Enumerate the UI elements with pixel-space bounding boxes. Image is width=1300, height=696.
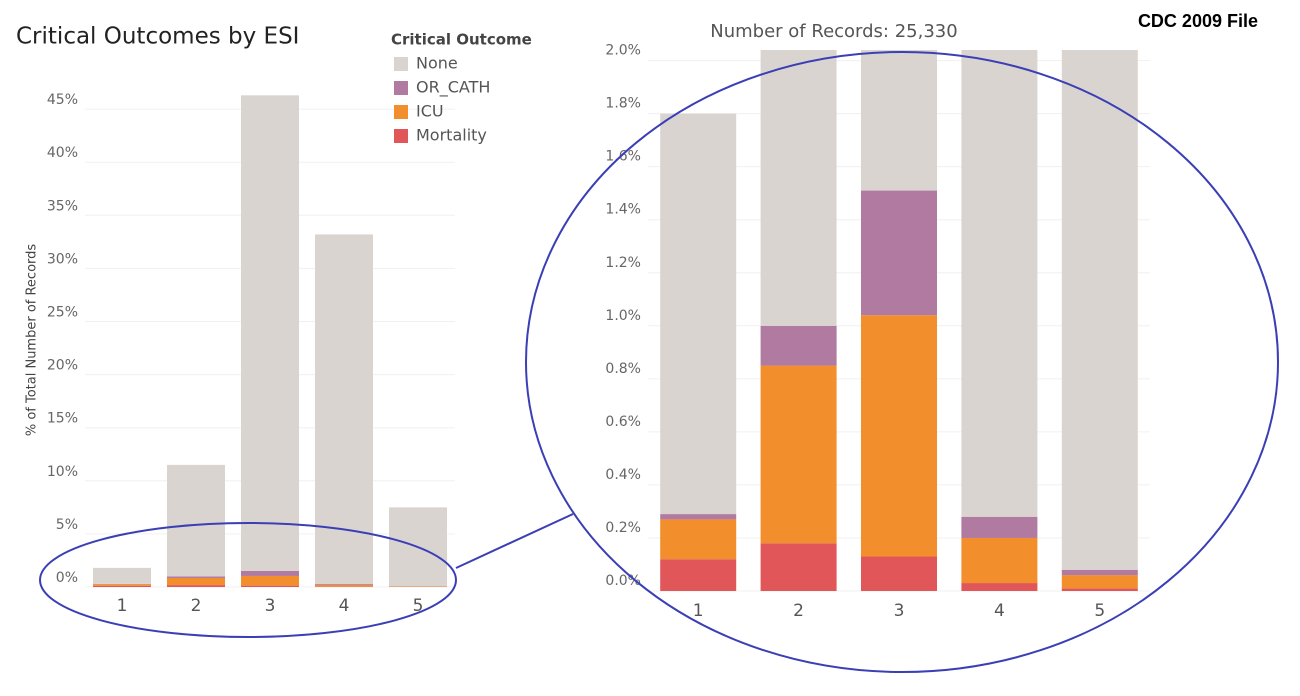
bar-segment bbox=[660, 113, 737, 515]
bar-segment bbox=[861, 315, 937, 557]
bar-segment bbox=[660, 519, 737, 560]
bar-segment bbox=[760, 365, 837, 544]
bar-segment bbox=[1061, 575, 1138, 589]
legend-swatch bbox=[394, 57, 408, 71]
bar-segment bbox=[93, 567, 151, 584]
bar-segment bbox=[1061, 50, 1138, 570]
y-tick-label: 35% bbox=[47, 198, 78, 214]
bar-segment bbox=[241, 570, 299, 576]
y-tick-label: 0.4% bbox=[605, 467, 641, 483]
legend-swatch bbox=[394, 105, 408, 119]
bar-segment bbox=[93, 584, 151, 586]
legend-label: None bbox=[416, 54, 458, 73]
bar-segment bbox=[315, 234, 373, 585]
y-tick-label: 1.8% bbox=[605, 96, 641, 112]
bar-segment bbox=[167, 585, 225, 587]
y-tick-label: 5% bbox=[56, 517, 78, 533]
legend-label: ICU bbox=[416, 102, 444, 121]
bar-segment bbox=[660, 514, 737, 520]
bars bbox=[660, 50, 1138, 591]
legend-title: Critical Outcome bbox=[391, 31, 532, 49]
y-tick-label: 0% bbox=[56, 570, 78, 586]
bar-segment bbox=[760, 543, 837, 591]
chart-title: Critical Outcomes by ESI bbox=[16, 24, 299, 50]
bar-segment bbox=[961, 50, 1038, 517]
x-tick-label: 2 bbox=[793, 601, 804, 621]
y-tick-label: 30% bbox=[47, 251, 78, 267]
bar-segment bbox=[241, 95, 299, 571]
bar-segment bbox=[861, 50, 937, 191]
bar-segment bbox=[760, 50, 837, 326]
bar-segment bbox=[241, 585, 299, 587]
y-axis-label: % of Total Number of Records bbox=[25, 244, 40, 437]
zoom-ellipse bbox=[39, 522, 457, 638]
y-tick-label: 2.0% bbox=[605, 43, 641, 59]
zoom-ellipse bbox=[525, 51, 1279, 673]
y-tick-label: 1.4% bbox=[605, 202, 641, 218]
legend-swatch bbox=[394, 81, 408, 95]
y-tick-label: 20% bbox=[47, 358, 78, 374]
x-tick-label: 1 bbox=[117, 596, 128, 616]
bar-segment bbox=[861, 556, 937, 591]
bar-segment bbox=[660, 559, 737, 591]
x-tick-label: 5 bbox=[413, 596, 424, 616]
bar-segment bbox=[167, 576, 225, 578]
bar-segment bbox=[961, 583, 1038, 591]
bar-segment bbox=[1061, 569, 1138, 576]
y-tick-label: 0.8% bbox=[605, 361, 641, 377]
bar-segment bbox=[315, 584, 373, 587]
bar-segment bbox=[93, 585, 151, 587]
x-tick-label: 4 bbox=[994, 601, 1005, 621]
y-tick-label: 40% bbox=[47, 145, 78, 161]
y-tick-label: 0.2% bbox=[605, 520, 641, 536]
y-tick-label: 25% bbox=[47, 305, 78, 321]
y-tick-label: 1.2% bbox=[605, 255, 641, 271]
bar-segment bbox=[167, 577, 225, 586]
x-tick-label: 5 bbox=[1094, 601, 1105, 621]
legend-swatch bbox=[394, 129, 408, 143]
bar-segment bbox=[861, 190, 937, 316]
legend-label: Mortality bbox=[416, 126, 487, 145]
y-tick-label: 15% bbox=[47, 411, 78, 427]
y-tick-label: 0.6% bbox=[605, 414, 641, 430]
bar-segment bbox=[389, 586, 447, 587]
x-tick-label: 3 bbox=[265, 596, 276, 616]
y-tick-label: 10% bbox=[47, 464, 78, 480]
bar-segment bbox=[1061, 588, 1138, 591]
x-tick-label: 3 bbox=[894, 601, 905, 621]
bar-segment bbox=[241, 575, 299, 586]
x-tick-label: 2 bbox=[191, 596, 202, 616]
legend-label: OR_CATH bbox=[416, 78, 490, 98]
bar-segment bbox=[760, 325, 837, 366]
bar-segment bbox=[961, 537, 1038, 584]
bar-segment bbox=[315, 584, 373, 585]
x-tick-label: 1 bbox=[693, 601, 704, 621]
y-tick-label: 1.0% bbox=[605, 308, 641, 324]
charts: 0% 5% 10% 15% 20% 25% 30% 35% 40% 45% 1 2 3 4 5 Mortali… bbox=[47, 43, 1150, 621]
bar-segment bbox=[167, 464, 225, 577]
chart-title: Number of Records: 25,330 bbox=[710, 21, 957, 42]
bars bbox=[93, 95, 447, 587]
y-tick-label: 45% bbox=[47, 92, 78, 108]
zoom-connector bbox=[455, 513, 574, 569]
x-tick-label: 4 bbox=[339, 596, 350, 616]
annotation: CDC 2009 File bbox=[1138, 11, 1258, 31]
y-tick-label: 1.6% bbox=[605, 149, 641, 165]
bar-segment bbox=[961, 516, 1038, 538]
